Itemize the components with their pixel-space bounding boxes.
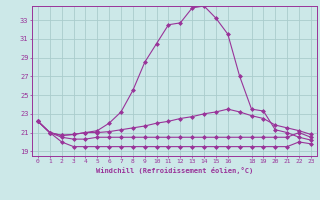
- X-axis label: Windchill (Refroidissement éolien,°C): Windchill (Refroidissement éolien,°C): [96, 167, 253, 174]
